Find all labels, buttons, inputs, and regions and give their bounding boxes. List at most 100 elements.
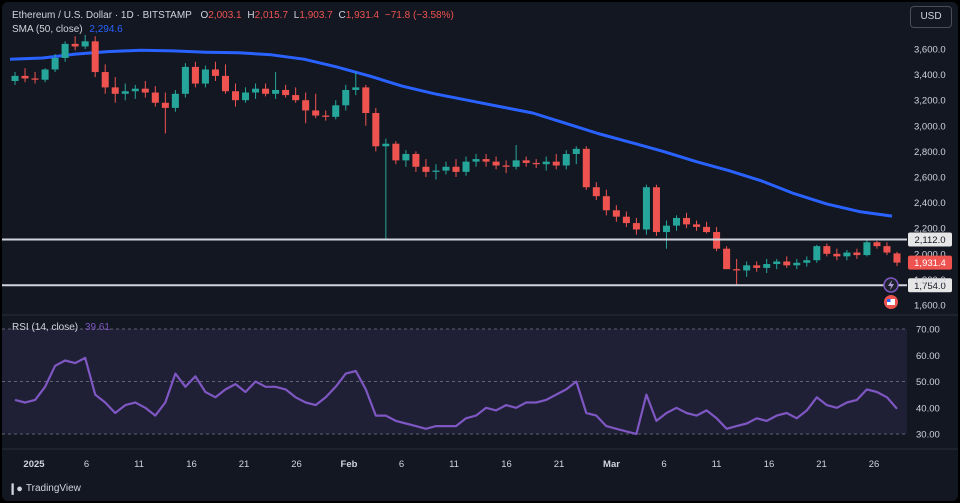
candle-body xyxy=(392,143,400,161)
candle-body xyxy=(512,160,520,167)
candle-body xyxy=(332,105,340,117)
candle-body xyxy=(693,224,701,227)
rsi-axis: 30.00 40.00 50.00 60.00 70.00 xyxy=(916,325,940,441)
candle-body xyxy=(171,93,179,108)
rsi-layer xyxy=(14,356,898,436)
candle-body xyxy=(602,196,610,211)
candle-body xyxy=(262,88,270,94)
candle-body xyxy=(502,165,510,167)
candle-body xyxy=(793,262,801,266)
chart-separators xyxy=(2,314,958,450)
sma-legend[interactable]: SMA (50, close) 2,294.6 xyxy=(12,24,123,35)
time-tick-label: 6 xyxy=(661,459,666,470)
price-tick-label: 2,600.0 xyxy=(914,173,946,184)
candle-body xyxy=(733,269,741,271)
low-value: 1,903.7 xyxy=(299,10,333,21)
candle-body xyxy=(211,69,219,76)
candle-body xyxy=(272,89,280,94)
candle-body xyxy=(151,92,159,103)
price-tick-label: 3,600.0 xyxy=(914,45,946,56)
price-tick-label: 3,200.0 xyxy=(914,96,946,107)
candle-body xyxy=(412,153,420,167)
flag-canton-icon xyxy=(887,299,891,302)
time-axis: 2025 6 11 16 21 26 Feb 6 11 16 21 Mar 6 11 16 21 26 xyxy=(23,459,879,470)
rsi-tick-label: 70.00 xyxy=(916,325,940,336)
candle-body xyxy=(312,110,320,116)
level-label: 1,754.0 xyxy=(914,281,946,292)
time-tick-label: 26 xyxy=(869,459,880,470)
candle-body xyxy=(432,170,440,172)
candle-body xyxy=(352,87,360,90)
candle-body xyxy=(221,75,229,92)
last-price-label: 1,931.4 xyxy=(914,258,946,269)
tradingview-logo[interactable]: ❙● TradingView xyxy=(8,482,81,495)
candle-body xyxy=(532,162,540,165)
rsi-tick-label: 50.00 xyxy=(916,377,940,388)
symbol-legend[interactable]: Ethereum / U.S. Dollar · 1D · BITSTAMP O… xyxy=(12,10,454,21)
price-tick-label: 2,400.0 xyxy=(914,198,946,209)
sma-layer xyxy=(9,48,893,218)
candle-body xyxy=(622,216,630,224)
horizontal-levels: 2,112.0 1,754.0 xyxy=(2,232,952,293)
close-label: C xyxy=(338,10,346,21)
time-tick-label: 21 xyxy=(554,459,565,470)
candle-body xyxy=(402,153,410,161)
candle-body xyxy=(592,187,600,197)
time-tick-label: 21 xyxy=(239,459,250,470)
rsi-legend[interactable]: RSI (14, close) 39.61 xyxy=(12,322,110,333)
candle-body xyxy=(322,115,330,117)
candle-body xyxy=(773,261,781,265)
tradingview-brand: TradingView xyxy=(25,483,81,494)
rsi-line xyxy=(14,356,898,436)
candle-body xyxy=(542,161,550,165)
candle-body xyxy=(161,102,169,108)
chart-icons xyxy=(883,277,899,309)
flag-glyph-icon xyxy=(887,299,895,305)
candle-body xyxy=(342,89,350,106)
change-value: −71.8 (−3.58%) xyxy=(384,10,454,21)
symbol-name: Ethereum / U.S. Dollar · 1D · BITSTAMP xyxy=(12,10,192,21)
level-tag xyxy=(908,232,952,247)
candle-body xyxy=(51,57,59,70)
rsi-label: RSI (14, close) xyxy=(12,322,79,333)
candle-body xyxy=(121,91,129,94)
low-label: L xyxy=(293,10,300,21)
candle-body xyxy=(191,66,199,84)
close-value: 1,931.4 xyxy=(345,10,380,21)
candle-body xyxy=(201,69,209,84)
candle-body xyxy=(292,95,300,101)
candle-body xyxy=(131,88,139,92)
sma-line xyxy=(9,48,893,218)
candle-body xyxy=(472,159,480,162)
time-tick-label: 11 xyxy=(449,459,459,470)
rsi-tick-label: 60.00 xyxy=(916,351,940,362)
candle-body xyxy=(783,261,791,266)
time-tick-label: 11 xyxy=(134,459,144,470)
candle-body xyxy=(372,113,380,147)
candle-body xyxy=(552,161,560,166)
candle-body xyxy=(181,66,189,94)
currency-button[interactable]: USD xyxy=(910,6,952,28)
candle-body xyxy=(672,217,681,226)
candle-body xyxy=(462,161,470,172)
high-value: 2,015.7 xyxy=(254,10,289,21)
candle-body xyxy=(442,166,450,171)
rsi-tick-label: 30.00 xyxy=(916,430,940,441)
open-value: 2,003.1 xyxy=(208,10,242,21)
candle-body xyxy=(101,72,109,88)
level-label: 2,112.0 xyxy=(915,235,946,246)
candle-body xyxy=(61,43,69,58)
candle-body xyxy=(723,248,731,270)
candle-body xyxy=(231,91,240,101)
candle-body xyxy=(282,89,290,96)
candle-body xyxy=(492,161,500,166)
candle-body xyxy=(252,88,260,93)
candle-body xyxy=(863,242,871,256)
sma-value: 2,294.6 xyxy=(89,24,123,35)
candle-body xyxy=(71,43,79,47)
price-tick-label: 2,000.0 xyxy=(914,249,946,260)
price-tick-label: 1,600.0 xyxy=(914,301,946,312)
time-tick-label: 6 xyxy=(84,459,89,470)
candle-body xyxy=(813,246,821,261)
